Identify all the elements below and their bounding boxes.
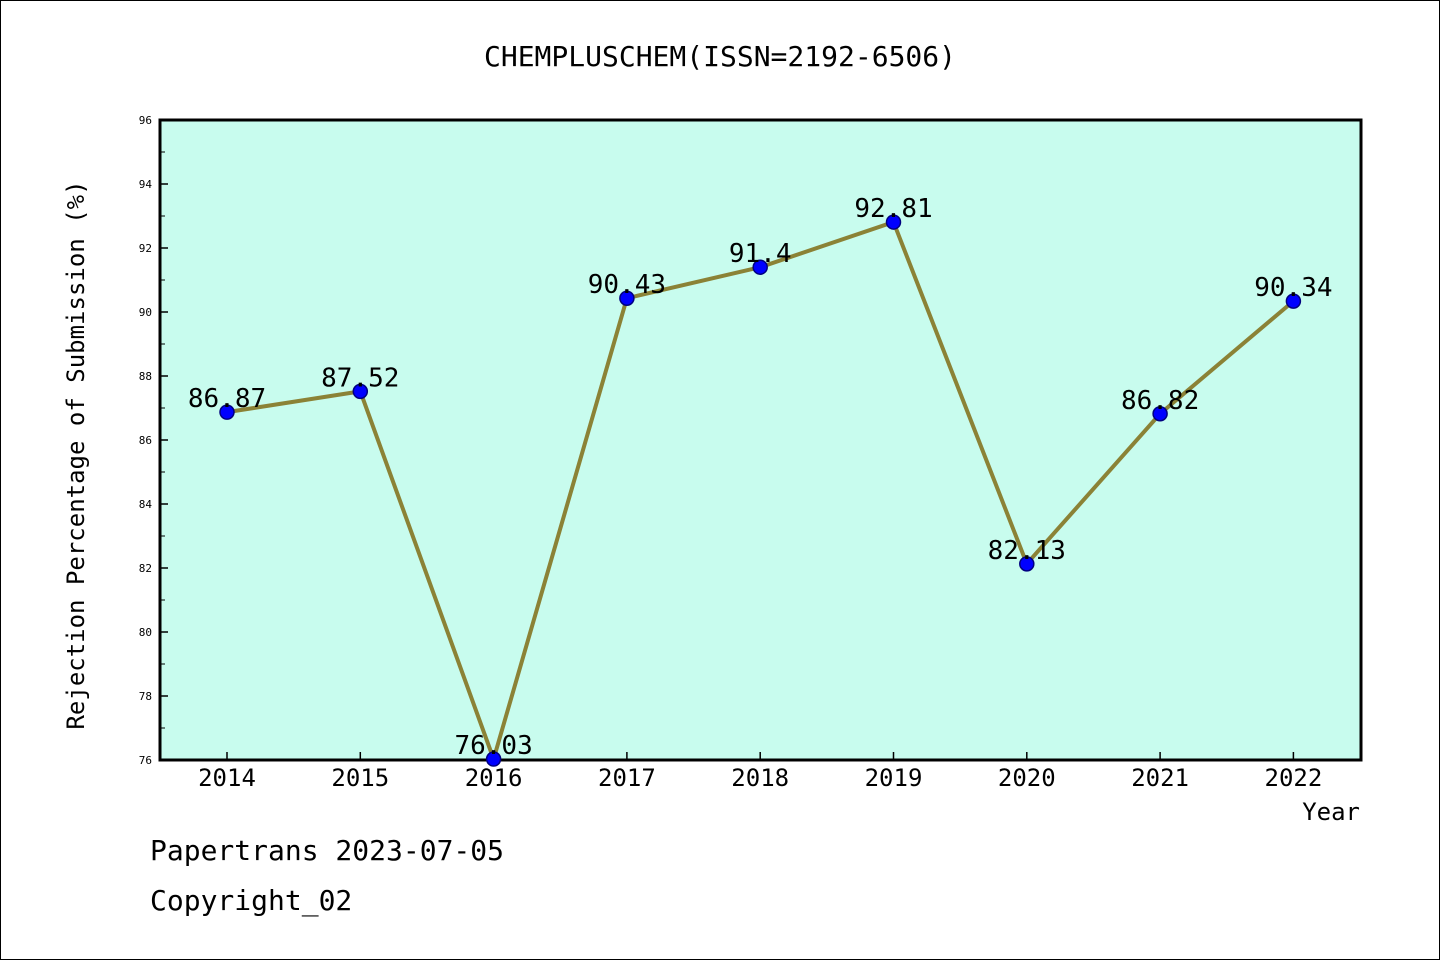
x-axis-label: Year	[1302, 798, 1360, 826]
x-tick-label: 2021	[1131, 764, 1189, 792]
data-label: 91.4	[729, 239, 792, 269]
y-tick-label: 88	[139, 370, 152, 383]
x-tick-label: 2017	[598, 764, 656, 792]
plot-area	[158, 118, 1363, 762]
y-tick-label: 94	[139, 178, 153, 191]
series-markers	[219, 214, 1302, 767]
data-point	[485, 751, 502, 767]
data-labels: 86.87 87.52 76.03 90.43 91.4 92.81 82.13 86.82 9…	[188, 194, 1333, 761]
x-tick-label: 2014	[198, 764, 256, 792]
data-point	[1152, 406, 1168, 422]
x-tick-label: 2020	[998, 764, 1056, 792]
x-tick-label: 2022	[1265, 764, 1323, 792]
data-point	[1019, 556, 1035, 572]
x-axis: 2014 2015 2016 2017 2018 2019 2020 2021 2022	[198, 752, 1322, 792]
x-tick-label: 2015	[331, 764, 389, 792]
data-label: 90.34	[1254, 273, 1332, 303]
y-tick-label: 96	[139, 114, 152, 127]
data-point	[752, 259, 768, 275]
y-tick-label: 92	[139, 242, 152, 255]
y-tick-label: 90	[139, 306, 152, 319]
y-tick-label: 86	[139, 434, 152, 447]
y-tick-label: 78	[139, 690, 152, 703]
y-axis-label: Rejection Percentage of Submission (%)	[62, 180, 90, 729]
data-point	[352, 383, 369, 400]
data-point	[885, 214, 902, 230]
y-tick-label: 82	[139, 562, 152, 575]
data-label: 82.13	[988, 536, 1066, 566]
data-point	[219, 404, 235, 420]
y-tick-label: 84	[139, 498, 153, 511]
y-tick-label: 76	[139, 754, 152, 767]
data-point	[619, 290, 635, 306]
y-tick-label: 80	[139, 626, 152, 639]
data-point	[1285, 293, 1302, 309]
chart-title: CHEMPLUSCHEM(ISSN=2192-6506)	[484, 40, 956, 73]
data-label: 92.81	[854, 194, 932, 224]
footer-copyright: Copyright_02	[150, 884, 353, 917]
data-label: 87.52	[321, 363, 399, 393]
data-label: 86.82	[1121, 386, 1199, 416]
x-tick-label: 2019	[865, 764, 923, 792]
data-label: 76.03	[454, 731, 532, 761]
footer-source: Papertrans 2023-07-05	[150, 834, 505, 867]
y-axis: 76 78 80 82 84 86 88 90 92 94 96	[139, 114, 168, 767]
x-tick-label: 2016	[465, 764, 523, 792]
data-label: 86.87	[188, 384, 266, 414]
x-tick-label: 2018	[731, 764, 789, 792]
data-label: 90.43	[588, 270, 666, 300]
